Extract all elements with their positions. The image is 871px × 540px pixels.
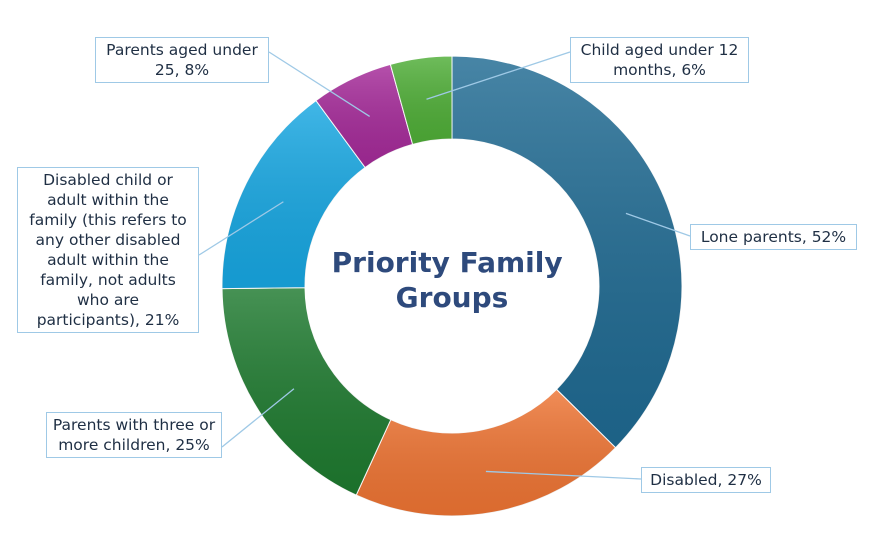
leader-line bbox=[268, 51, 371, 117]
data-label-parents-three-or-more-children: Parents with three or more children, 25% bbox=[46, 412, 222, 458]
leader-line bbox=[625, 212, 691, 237]
chart-title: Priority Family Groups bbox=[332, 246, 573, 314]
data-label-disabled: Disabled, 27% bbox=[641, 467, 771, 493]
leader-line bbox=[198, 201, 284, 256]
leader-line bbox=[426, 51, 571, 100]
leader-line bbox=[485, 470, 642, 480]
data-label-disabled-child-or-adult: Disabled child or adult within the famil… bbox=[17, 167, 199, 333]
leader-line bbox=[221, 388, 295, 448]
data-label-child-aged-under-12-months: Child aged under 12 months, 6% bbox=[570, 37, 749, 83]
data-label-parents-aged-under-25: Parents aged under 25, 8% bbox=[95, 37, 269, 83]
slice-parents-three-or-more-children bbox=[221, 287, 392, 496]
data-label-lone-parents: Lone parents, 52% bbox=[690, 224, 857, 250]
